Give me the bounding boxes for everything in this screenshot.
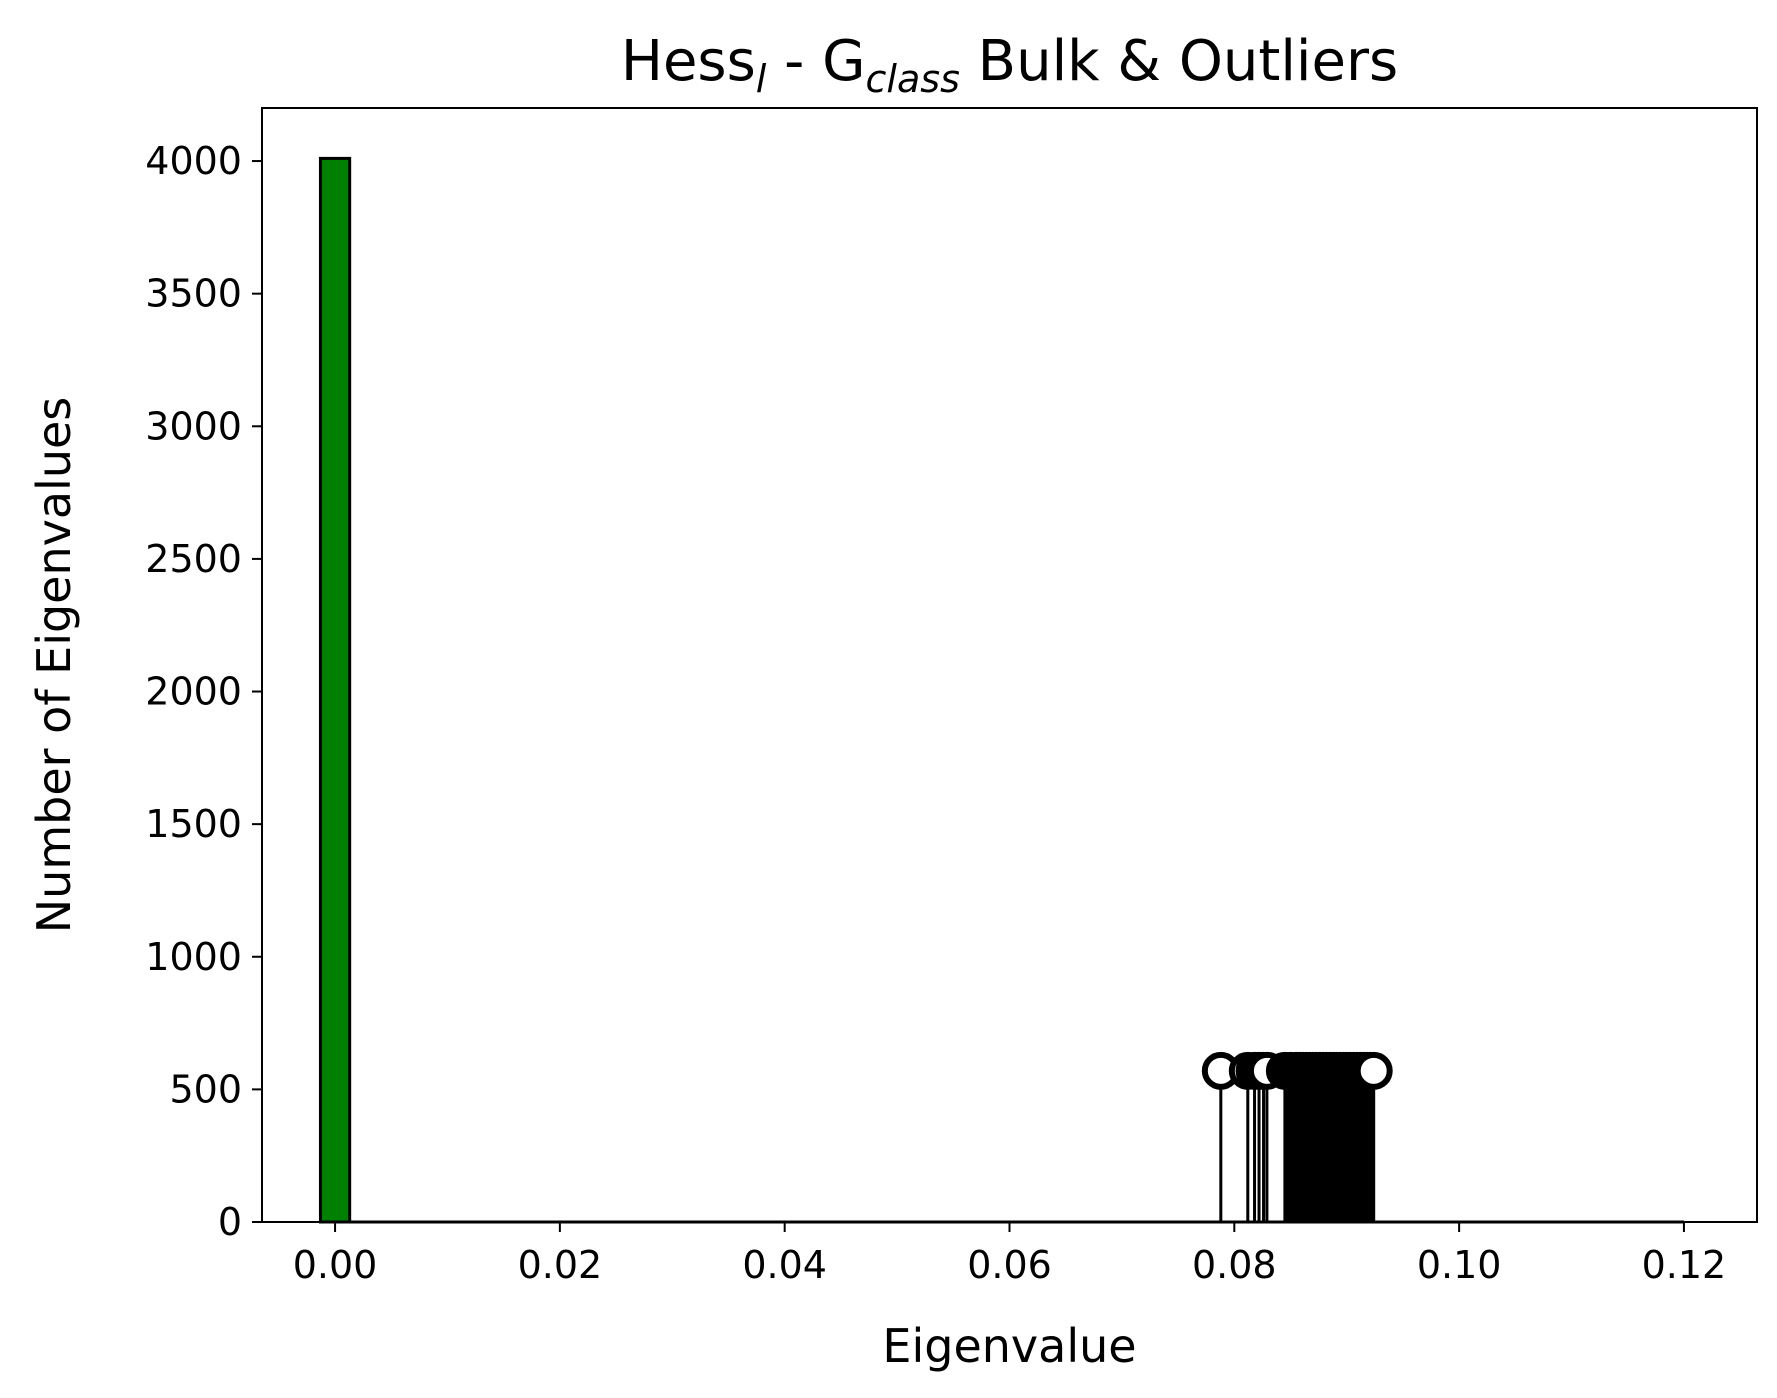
plot-area <box>318 156 1684 1224</box>
y-tick-label: 3500 <box>145 272 242 316</box>
x-tick-label: 0.02 <box>518 1243 603 1287</box>
x-tick-label: 0.10 <box>1417 1243 1502 1287</box>
title-text: - G <box>766 29 865 94</box>
x-tick-label: 0.06 <box>967 1243 1052 1287</box>
x-tick-label: 0.08 <box>1192 1243 1277 1287</box>
x-axis-title: Eigenvalue <box>882 1319 1136 1373</box>
outlier-marker <box>1354 1051 1393 1090</box>
title-text: Hess <box>621 29 756 94</box>
y-tick-label: 2000 <box>145 670 242 714</box>
x-tick-label: 0.00 <box>293 1243 378 1287</box>
x-tick-label: 0.12 <box>1642 1243 1727 1287</box>
y-tick-label: 1000 <box>145 935 242 979</box>
y-tick-label: 1500 <box>145 802 242 846</box>
ticks: 0.00 0.02 0.04 0.06 0.08 0.10 0.12 0 500 1000 1500… <box>145 139 1726 1287</box>
y-tick-label: 2500 <box>145 537 242 581</box>
chart-title: Hessl - Gclass Bulk & Outliers <box>621 29 1398 101</box>
y-tick-label: 500 <box>169 1067 242 1111</box>
title-subscript: class <box>866 57 960 101</box>
y-axis-title: Number of Eigenvalues <box>27 397 81 933</box>
histogram-bar <box>318 156 352 1224</box>
y-tick-label: 3000 <box>145 404 242 448</box>
title-text: Bulk & Outliers <box>960 29 1398 94</box>
y-tick-label: 0 <box>218 1200 242 1244</box>
x-tick-label: 0.04 <box>742 1243 827 1287</box>
y-tick-label: 4000 <box>145 139 242 183</box>
title-subscript: l <box>756 57 767 101</box>
